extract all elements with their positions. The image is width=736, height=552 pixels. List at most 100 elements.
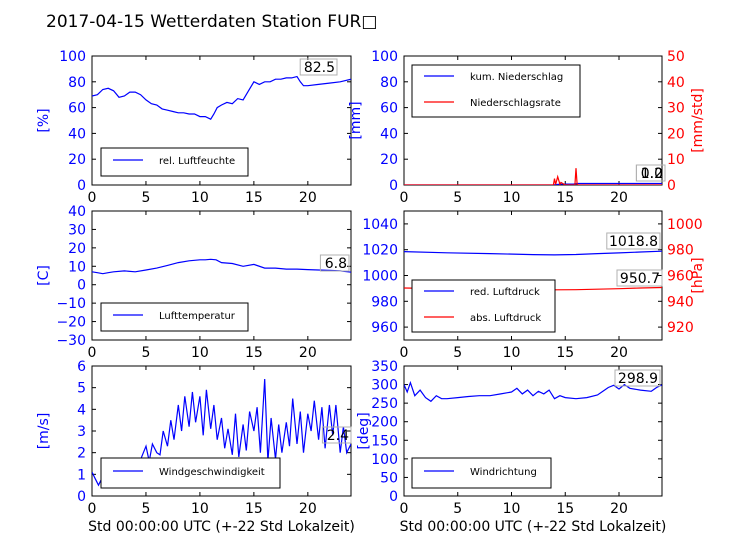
x-tick-label: 10 <box>191 190 209 206</box>
series-line <box>404 250 662 256</box>
y-tick-label: 50 <box>380 470 398 486</box>
annotation-box <box>299 58 338 76</box>
legend-label: rel. Luftfeuchte <box>159 156 235 167</box>
last-value-annotation: 6.8 <box>319 254 350 272</box>
y-tick-label: 100 <box>59 49 86 65</box>
y-tick-label: 60 <box>380 101 398 117</box>
annotation-box <box>616 269 663 287</box>
x-axis-label: Std 00:00:00 UTC (+-22 Std Lokalzeit) <box>88 519 355 535</box>
panel-precipitation: 0 5 10 15 20 0 20 40 60 80 100 0 10 20 30 40 50 [mm] [mm/s… <box>348 49 706 206</box>
annotation-box <box>614 369 661 387</box>
y-axis-label: [C] <box>36 265 52 286</box>
y-tick-label: −20 <box>56 315 86 331</box>
x-tick-label: 5 <box>453 501 462 517</box>
last-value-annotation: 298.9 <box>614 369 661 387</box>
x-tick-label: 20 <box>610 345 628 361</box>
y-right-tick-label: 960 <box>667 269 694 285</box>
x-tick-label: 20 <box>610 190 628 206</box>
legend-box <box>411 64 581 118</box>
annotation-box <box>319 254 350 272</box>
y-tick-label: −10 <box>56 296 86 312</box>
x-tick-label: 0 <box>88 190 97 206</box>
x-tick-label: 5 <box>141 501 150 517</box>
legend-label: red. Luftdruck <box>470 287 540 298</box>
y-right-tick-label: 980 <box>667 243 694 259</box>
last-value-text: 2.4 <box>327 428 349 444</box>
x-tick-label: 10 <box>191 345 209 361</box>
y-tick-label: 60 <box>68 101 86 117</box>
x-tick-label: 15 <box>556 501 574 517</box>
last-value-text: 82.5 <box>304 60 335 76</box>
x-tick-label: 20 <box>610 501 628 517</box>
figure-title: 2017-04-15 Wetterdaten Station FUR□ <box>46 12 377 32</box>
x-tick-label: 0 <box>400 190 409 206</box>
legend-label: Lufttemperatur <box>159 311 236 322</box>
x-tick-label: 10 <box>503 190 521 206</box>
y-tick-label: 300 <box>371 378 398 394</box>
y-tick-label: 5 <box>77 381 86 397</box>
plot-frame <box>403 365 663 497</box>
y-right-tick-label: 1000 <box>667 217 703 233</box>
x-tick-label: 10 <box>503 345 521 361</box>
y-right-axis-label: [hPa] <box>690 257 706 293</box>
x-tick-label: 10 <box>503 501 521 517</box>
x-tick-label: 5 <box>453 345 462 361</box>
plot-frame <box>91 210 352 341</box>
legend-box <box>100 457 281 489</box>
legend: Lufttemperatur <box>100 302 249 332</box>
legend-label: Windrichtung <box>470 467 537 478</box>
legend-label: abs. Luftdruck <box>470 313 541 324</box>
last-value-text: 1018.8 <box>609 234 658 250</box>
legend-label: Windgeschwindigkeit <box>159 467 265 478</box>
y-right-tick-label: 30 <box>667 101 685 117</box>
x-tick-label: 5 <box>141 345 150 361</box>
legend: Windrichtung <box>411 457 552 489</box>
panel-temperature: 0 5 10 15 20 −30 −20 −10 0 10 20 30 40 [C] 6.8 Lufttemp… <box>36 204 352 361</box>
last-value-text: 0.0 <box>641 166 663 182</box>
y-tick-label: −30 <box>56 333 86 349</box>
x-tick-label: 0 <box>88 501 97 517</box>
series-line <box>404 168 662 185</box>
annotation-box <box>635 164 666 182</box>
legend-box <box>411 457 552 489</box>
y-right-tick-label: 40 <box>667 75 685 91</box>
x-tick-label: 20 <box>299 190 317 206</box>
y-tick-label: 0 <box>389 489 398 505</box>
plot-frame <box>91 55 352 186</box>
y-tick-label: 10 <box>68 259 86 275</box>
y-tick-label: 4 <box>77 402 86 418</box>
y-tick-label: 0 <box>77 178 86 194</box>
y-tick-label: 80 <box>68 75 86 91</box>
series-line <box>92 258 351 275</box>
y-right-tick-label: 20 <box>667 126 685 142</box>
y-tick-label: 0 <box>77 489 86 505</box>
legend-label: kum. Niederschlag <box>470 72 563 83</box>
last-value-text: 6.8 <box>325 256 347 272</box>
legend-label: Niederschlagsrate <box>470 98 561 109</box>
y-tick-label: 2 <box>77 446 86 462</box>
y-axis-label: [deg] <box>356 412 372 449</box>
x-tick-label: 0 <box>88 345 97 361</box>
legend: kum. Niederschlag Niederschlagsrate <box>411 64 581 118</box>
y-tick-label: 40 <box>68 204 86 220</box>
y-tick-label: 980 <box>371 294 398 310</box>
y-right-axis-label: [mm/std] <box>690 88 706 153</box>
x-tick-label: 0 <box>400 345 409 361</box>
x-tick-label: 15 <box>245 190 263 206</box>
legend: rel. Luftfeuchte <box>100 147 249 177</box>
x-tick-label: 5 <box>141 190 150 206</box>
y-tick-label: 30 <box>68 222 86 238</box>
x-tick-label: 5 <box>453 190 462 206</box>
x-tick-label: 20 <box>299 501 317 517</box>
y-tick-label: 6 <box>77 359 86 375</box>
y-axis-label: [mm] <box>348 101 364 139</box>
x-tick-label: 20 <box>299 345 317 361</box>
x-tick-label: 15 <box>245 501 263 517</box>
y-tick-label: 40 <box>380 126 398 142</box>
annotation-box <box>321 426 352 444</box>
y-right-tick-label: 920 <box>667 320 694 336</box>
y-tick-label: 350 <box>371 359 398 375</box>
last-value-annotation: 1018.8 <box>606 232 661 250</box>
